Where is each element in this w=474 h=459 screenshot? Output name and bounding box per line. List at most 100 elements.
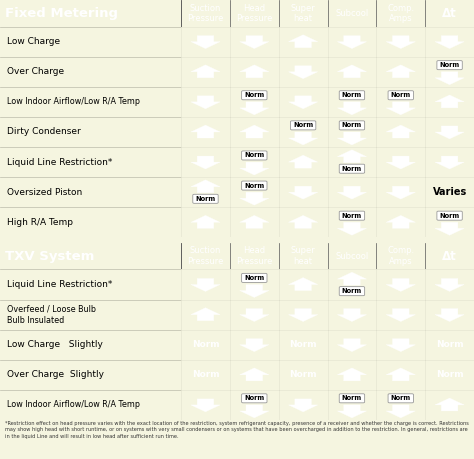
Polygon shape — [240, 125, 269, 138]
Text: Subcool: Subcool — [335, 252, 369, 261]
Polygon shape — [386, 65, 415, 78]
Text: Overfeed / Loose Bulb
Bulb Insulated: Overfeed / Loose Bulb Bulb Insulated — [7, 305, 96, 325]
Polygon shape — [191, 399, 220, 412]
Text: Comp.
Amps: Comp. Amps — [387, 246, 414, 266]
Text: *Restriction effect on head pressure varies with the exact location of the restr: *Restriction effect on head pressure var… — [5, 421, 468, 438]
Polygon shape — [337, 150, 366, 162]
Polygon shape — [337, 132, 366, 145]
Polygon shape — [337, 339, 366, 352]
Polygon shape — [435, 126, 464, 139]
Text: Norm: Norm — [289, 340, 317, 349]
Text: Varies: Varies — [432, 187, 467, 197]
Text: Low Indoor Airflow/Low R/A Temp: Low Indoor Airflow/Low R/A Temp — [7, 97, 140, 106]
Text: Norm: Norm — [342, 395, 362, 401]
Text: Fixed Metering: Fixed Metering — [5, 7, 118, 20]
Polygon shape — [435, 36, 464, 49]
FancyBboxPatch shape — [388, 394, 413, 403]
Polygon shape — [435, 72, 464, 85]
Text: Comp.
Amps: Comp. Amps — [387, 4, 414, 23]
Text: Norm: Norm — [342, 166, 362, 172]
Text: Norm: Norm — [191, 370, 219, 379]
Polygon shape — [337, 186, 366, 199]
FancyBboxPatch shape — [291, 121, 316, 130]
Text: Norm: Norm — [244, 275, 264, 281]
Polygon shape — [386, 339, 415, 352]
Text: Head
Pressure: Head Pressure — [236, 4, 273, 23]
Polygon shape — [386, 156, 415, 169]
Polygon shape — [289, 278, 318, 291]
FancyBboxPatch shape — [437, 61, 462, 70]
Text: Liquid Line Restriction*: Liquid Line Restriction* — [7, 157, 113, 167]
Polygon shape — [191, 180, 220, 193]
Text: Norm: Norm — [342, 92, 362, 98]
Text: Norm: Norm — [436, 340, 464, 349]
FancyBboxPatch shape — [242, 394, 267, 403]
Polygon shape — [386, 308, 415, 322]
Text: Norm: Norm — [391, 395, 411, 401]
Text: Norm: Norm — [244, 92, 264, 98]
Text: Over Charge  Slightly: Over Charge Slightly — [7, 370, 104, 379]
FancyBboxPatch shape — [242, 91, 267, 100]
Polygon shape — [386, 405, 415, 418]
FancyBboxPatch shape — [242, 181, 267, 190]
FancyBboxPatch shape — [339, 121, 365, 130]
Text: High R/A Temp: High R/A Temp — [7, 218, 73, 227]
FancyBboxPatch shape — [339, 394, 365, 403]
Polygon shape — [435, 95, 464, 108]
Polygon shape — [386, 279, 415, 291]
Text: Norm: Norm — [289, 370, 317, 379]
Text: Oversized Piston: Oversized Piston — [7, 188, 82, 197]
Polygon shape — [289, 96, 318, 109]
Polygon shape — [191, 308, 220, 321]
Polygon shape — [240, 285, 269, 297]
Text: Norm: Norm — [439, 62, 460, 68]
Text: Super
heat: Super heat — [291, 4, 316, 23]
Text: Suction
Pressure: Suction Pressure — [187, 246, 224, 266]
Polygon shape — [337, 308, 366, 322]
Polygon shape — [191, 65, 220, 78]
FancyBboxPatch shape — [242, 151, 267, 160]
Text: Norm: Norm — [195, 196, 216, 202]
Polygon shape — [289, 155, 318, 168]
Polygon shape — [337, 65, 366, 78]
FancyBboxPatch shape — [193, 194, 218, 203]
FancyBboxPatch shape — [339, 164, 365, 173]
Text: Liquid Line Restriction*: Liquid Line Restriction* — [7, 280, 113, 289]
Text: Norm: Norm — [244, 152, 264, 158]
Polygon shape — [289, 399, 318, 412]
Text: Suction
Pressure: Suction Pressure — [187, 4, 224, 23]
Polygon shape — [337, 272, 366, 285]
Polygon shape — [191, 36, 220, 49]
FancyBboxPatch shape — [242, 274, 267, 282]
Text: Norm: Norm — [391, 92, 411, 98]
Polygon shape — [435, 156, 464, 169]
Polygon shape — [240, 162, 269, 175]
Text: Super
heat: Super heat — [291, 246, 316, 266]
Text: Norm: Norm — [342, 213, 362, 218]
FancyBboxPatch shape — [339, 211, 365, 220]
Text: Norm: Norm — [342, 123, 362, 129]
Polygon shape — [337, 102, 366, 115]
Text: Over Charge: Over Charge — [7, 67, 64, 76]
Text: Norm: Norm — [439, 213, 460, 218]
Text: Δt: Δt — [442, 250, 457, 263]
Polygon shape — [386, 215, 415, 228]
Polygon shape — [337, 222, 366, 235]
Text: Low Indoor Airflow/Low R/A Temp: Low Indoor Airflow/Low R/A Temp — [7, 400, 140, 409]
Polygon shape — [386, 102, 415, 115]
Text: Head
Pressure: Head Pressure — [236, 246, 273, 266]
Polygon shape — [337, 405, 366, 418]
Text: Norm: Norm — [342, 288, 362, 294]
Text: Norm: Norm — [293, 123, 313, 129]
Polygon shape — [240, 36, 269, 49]
Polygon shape — [240, 308, 269, 322]
Polygon shape — [289, 186, 318, 199]
Polygon shape — [240, 65, 269, 78]
Text: Norm: Norm — [436, 370, 464, 379]
Polygon shape — [240, 339, 269, 352]
Polygon shape — [289, 66, 318, 78]
Text: Low Charge: Low Charge — [7, 37, 60, 46]
Polygon shape — [386, 125, 415, 138]
Text: Δt: Δt — [442, 7, 457, 20]
Polygon shape — [386, 36, 415, 49]
